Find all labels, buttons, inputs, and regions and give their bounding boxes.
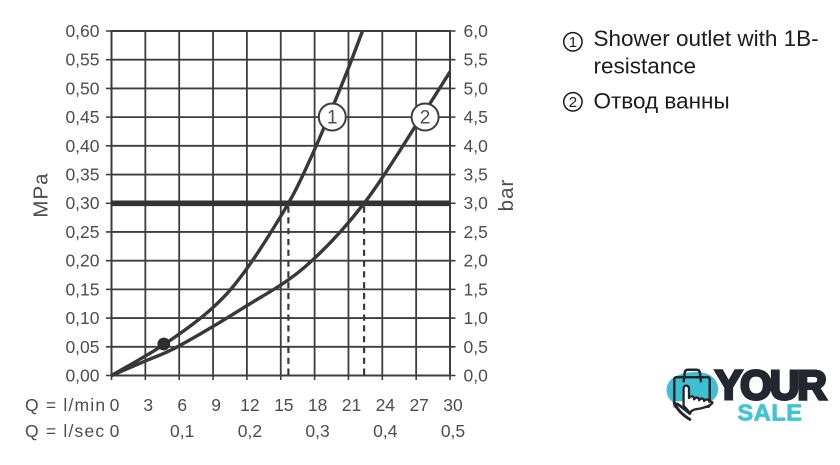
svg-text:0,30: 0,30: [65, 193, 99, 213]
svg-text:0,40: 0,40: [65, 136, 99, 156]
svg-text:0,50: 0,50: [65, 78, 99, 98]
svg-text:5,0: 5,0: [464, 78, 489, 98]
svg-text:30: 30: [443, 395, 463, 415]
svg-text:24: 24: [376, 395, 396, 415]
svg-text:5,5: 5,5: [464, 50, 488, 70]
svg-text:Shower outlet with 1B-: Shower outlet with 1B-: [594, 26, 819, 51]
svg-text:3,0: 3,0: [464, 193, 489, 213]
svg-text:Q = l/min: Q = l/min: [25, 395, 106, 415]
svg-text:resistance: resistance: [594, 54, 697, 79]
svg-text:0,3: 0,3: [305, 421, 329, 441]
svg-text:2: 2: [420, 108, 431, 129]
svg-text:0,0: 0,0: [464, 366, 489, 386]
svg-text:2: 2: [569, 94, 577, 111]
svg-text:1,0: 1,0: [464, 308, 489, 328]
svg-text:SALE: SALE: [738, 400, 803, 426]
svg-text:3: 3: [143, 395, 153, 415]
svg-text:2,0: 2,0: [464, 251, 489, 271]
svg-text:1: 1: [327, 108, 338, 129]
svg-text:2,5: 2,5: [464, 222, 488, 242]
svg-text:0,4: 0,4: [373, 421, 398, 441]
svg-text:0,5: 0,5: [441, 421, 465, 441]
svg-text:6,0: 6,0: [464, 21, 489, 41]
svg-text:0,35: 0,35: [65, 165, 99, 185]
svg-text:12: 12: [240, 395, 259, 415]
svg-text:0,20: 0,20: [65, 251, 99, 271]
svg-text:27: 27: [409, 395, 428, 415]
svg-text:0,05: 0,05: [65, 337, 99, 357]
svg-text:1,5: 1,5: [464, 279, 488, 299]
svg-text:6: 6: [177, 395, 187, 415]
svg-text:0,1: 0,1: [170, 421, 194, 441]
svg-text:15: 15: [274, 395, 293, 415]
svg-text:0: 0: [110, 395, 120, 415]
svg-text:0,2: 0,2: [238, 421, 262, 441]
svg-text:0,25: 0,25: [65, 222, 99, 242]
svg-text:0: 0: [110, 421, 120, 441]
svg-text:4,5: 4,5: [464, 107, 488, 127]
svg-text:0,00: 0,00: [65, 366, 99, 386]
svg-text:0,60: 0,60: [65, 21, 99, 41]
svg-text:YOUR: YOUR: [715, 362, 826, 408]
svg-text:0,45: 0,45: [65, 107, 99, 127]
svg-text:0,10: 0,10: [65, 308, 99, 328]
svg-text:bar: bar: [495, 179, 518, 212]
svg-text:4,0: 4,0: [464, 136, 489, 156]
svg-text:1: 1: [569, 34, 577, 51]
svg-text:9: 9: [211, 395, 221, 415]
svg-text:0,5: 0,5: [464, 337, 488, 357]
svg-text:MPa: MPa: [30, 172, 53, 217]
svg-text:0,15: 0,15: [65, 279, 99, 299]
svg-text:Отвод ванны: Отвод ванны: [594, 89, 730, 114]
svg-text:3,5: 3,5: [464, 165, 488, 185]
svg-text:18: 18: [308, 395, 327, 415]
svg-text:0,55: 0,55: [65, 50, 99, 70]
svg-text:21: 21: [342, 395, 361, 415]
svg-text:Q = l/sec: Q = l/sec: [25, 421, 105, 441]
